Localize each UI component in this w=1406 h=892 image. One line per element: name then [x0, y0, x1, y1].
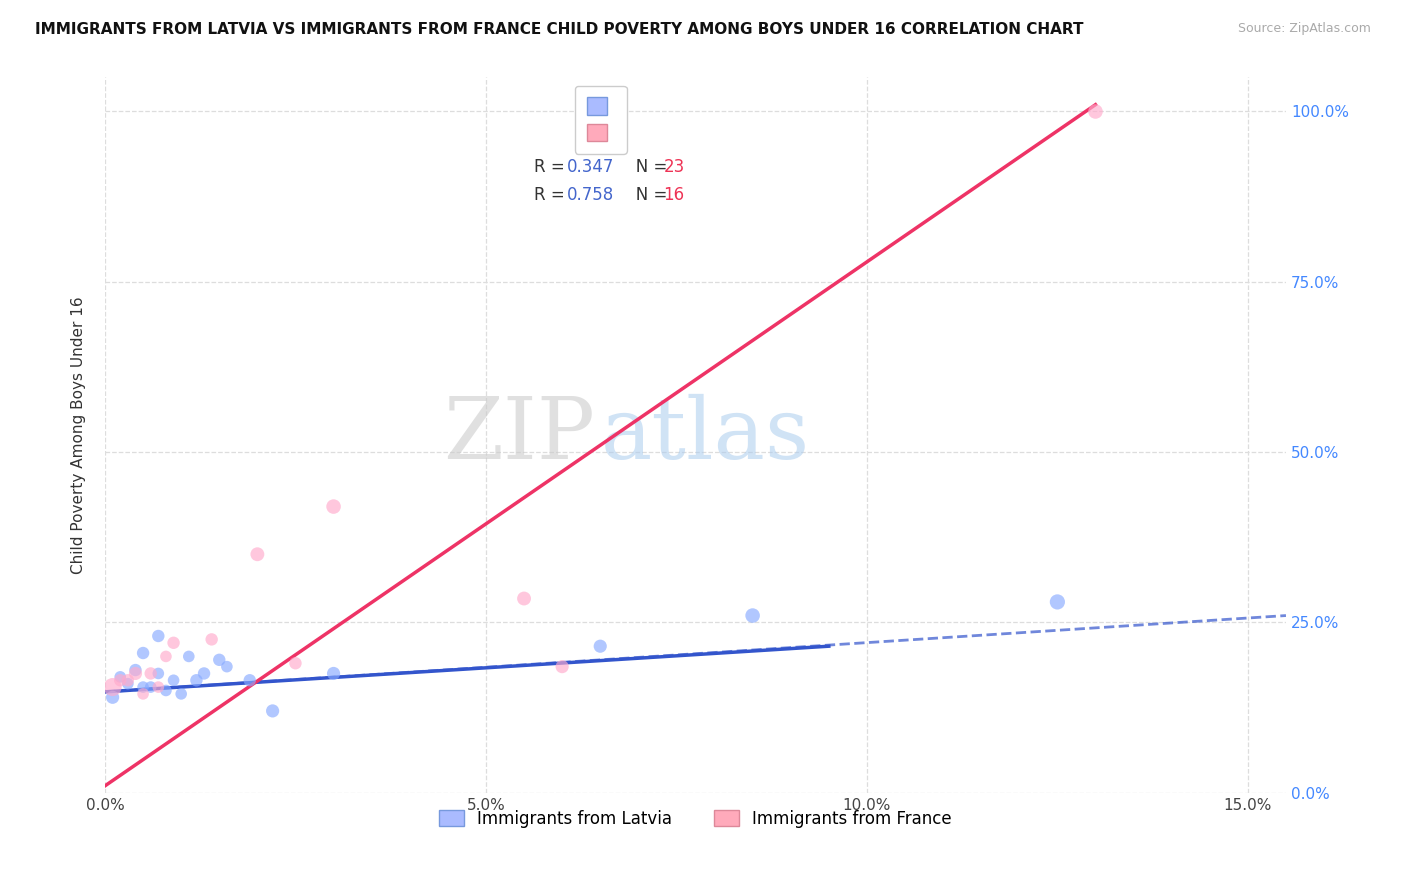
- Point: [117, 673, 139, 688]
- Point: [132, 680, 155, 694]
- Point: [117, 676, 139, 690]
- Text: Source: ZipAtlas.com: Source: ZipAtlas.com: [1237, 22, 1371, 36]
- Point: [162, 636, 184, 650]
- Text: 0.758: 0.758: [567, 186, 614, 204]
- Point: [148, 666, 170, 681]
- Point: [284, 657, 307, 671]
- Point: [215, 659, 238, 673]
- Point: [201, 632, 224, 647]
- Point: [193, 666, 215, 681]
- Point: [155, 683, 177, 698]
- Point: [101, 680, 124, 694]
- Point: [322, 666, 344, 681]
- Legend: Immigrants from Latvia, Immigrants from France: Immigrants from Latvia, Immigrants from …: [432, 803, 959, 834]
- Point: [139, 666, 162, 681]
- Text: atlas: atlas: [600, 393, 810, 476]
- Text: ZIP: ZIP: [443, 393, 595, 476]
- Point: [170, 687, 193, 701]
- Text: 16: 16: [664, 186, 685, 204]
- Point: [1084, 104, 1107, 119]
- Text: R =: R =: [534, 158, 569, 176]
- Point: [148, 680, 170, 694]
- Point: [246, 547, 269, 561]
- Point: [132, 646, 155, 660]
- Text: R =: R =: [534, 186, 569, 204]
- Point: [208, 653, 231, 667]
- Point: [589, 639, 612, 653]
- Point: [162, 673, 184, 688]
- Point: [513, 591, 536, 606]
- Point: [101, 690, 124, 705]
- Text: 23: 23: [664, 158, 685, 176]
- Point: [110, 670, 132, 684]
- Point: [110, 673, 132, 688]
- Point: [124, 663, 146, 677]
- Point: [262, 704, 284, 718]
- Point: [551, 659, 574, 673]
- Text: IMMIGRANTS FROM LATVIA VS IMMIGRANTS FROM FRANCE CHILD POVERTY AMONG BOYS UNDER : IMMIGRANTS FROM LATVIA VS IMMIGRANTS FRO…: [35, 22, 1084, 37]
- Point: [148, 629, 170, 643]
- Point: [239, 673, 262, 688]
- Point: [322, 500, 344, 514]
- Point: [1046, 595, 1069, 609]
- Text: N =: N =: [620, 158, 672, 176]
- Point: [124, 666, 146, 681]
- Text: N =: N =: [620, 186, 672, 204]
- Y-axis label: Child Poverty Among Boys Under 16: Child Poverty Among Boys Under 16: [72, 296, 86, 574]
- Point: [177, 649, 200, 664]
- Point: [155, 649, 177, 664]
- Point: [186, 673, 208, 688]
- Text: 0.347: 0.347: [567, 158, 614, 176]
- Point: [132, 687, 155, 701]
- Point: [139, 680, 162, 694]
- Point: [741, 608, 763, 623]
